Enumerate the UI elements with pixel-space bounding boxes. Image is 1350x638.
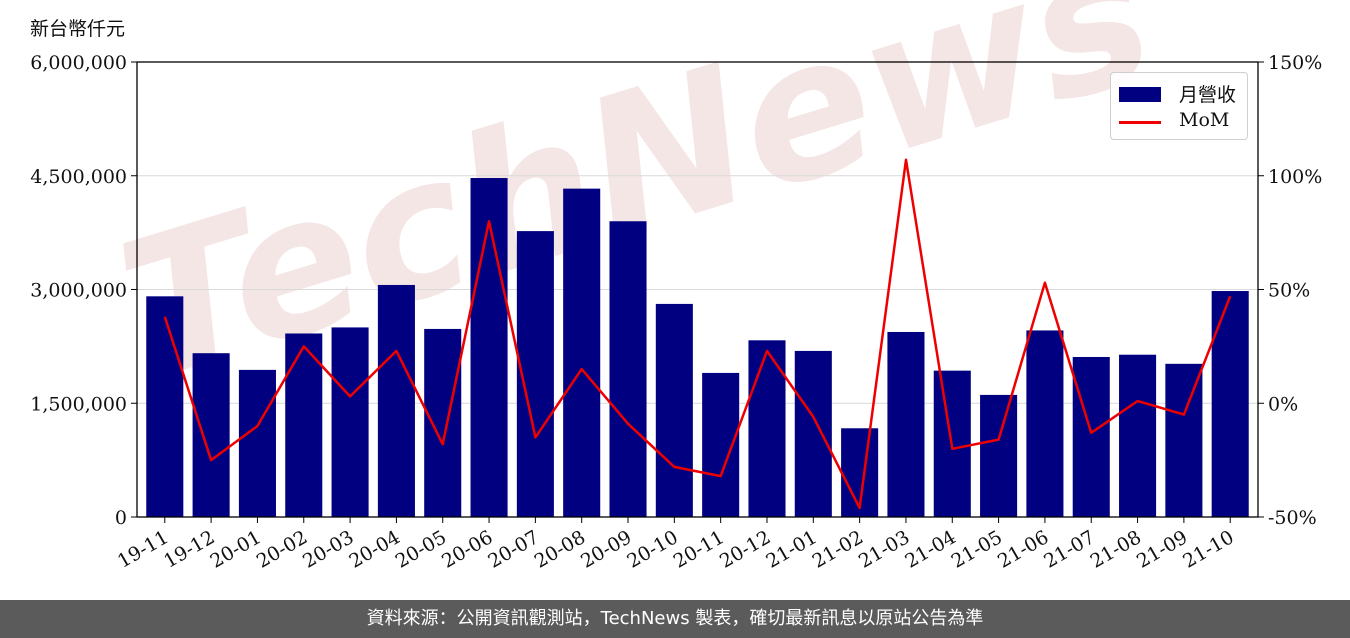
bar-21-01	[794, 350, 832, 517]
unit-label: 新台幣仟元	[30, 18, 126, 40]
bar-20-01	[238, 369, 276, 517]
x-tick-label-20-12: 20-12	[716, 526, 774, 572]
bar-20-10	[655, 303, 693, 517]
x-tick-label-19-11: 19-11	[114, 526, 172, 572]
left-tick-label: 1,500,000	[30, 393, 127, 415]
x-tick-label-21-09: 21-09	[1133, 526, 1191, 572]
chart-legend: 月營收 MoM	[1110, 72, 1248, 140]
mom-line	[163, 158, 1232, 510]
left-tick-label: 6,000,000	[30, 52, 127, 74]
bar-21-10	[1211, 291, 1249, 517]
x-tick-label-20-08: 20-08	[531, 526, 589, 572]
bar-21-09	[1165, 363, 1203, 517]
left-tick-label: 0	[115, 507, 127, 529]
x-tick-label-20-09: 20-09	[577, 526, 635, 572]
bar-20-03	[331, 327, 369, 517]
right-tick-label: -50%	[1268, 507, 1317, 529]
bar-21-03	[887, 331, 925, 517]
legend-swatch-bar	[1119, 87, 1161, 102]
x-tick-label-21-05: 21-05	[948, 526, 1006, 572]
bar-20-12	[748, 340, 786, 517]
legend-item-revenue: 月營收	[1119, 80, 1243, 106]
x-tick-label-21-03: 21-03	[855, 526, 913, 572]
x-tick-label-20-10: 20-10	[623, 526, 681, 572]
right-tick-label: 150%	[1268, 52, 1322, 74]
x-tick-label-20-01: 20-01	[206, 526, 264, 572]
x-tick-label-21-06: 21-06	[994, 526, 1052, 572]
x-tick-label-19-12: 19-12	[160, 526, 218, 572]
bar-20-09	[609, 221, 647, 517]
plot-frame	[136, 61, 1259, 518]
bar-19-12	[192, 353, 230, 517]
x-tick-label-21-07: 21-07	[1040, 526, 1098, 572]
bar-20-02	[285, 333, 323, 517]
x-tick-label-20-05: 20-05	[392, 526, 450, 572]
left-tick-label: 3,000,000	[30, 280, 127, 302]
x-tick-label-20-11: 20-11	[670, 526, 728, 572]
bar-20-08	[563, 188, 601, 517]
x-tick-label-20-04: 20-04	[345, 526, 403, 572]
bar-21-07	[1072, 356, 1110, 517]
x-tick-label-21-10: 21-10	[1179, 526, 1237, 572]
bar-20-04	[377, 284, 415, 517]
right-tick-label: 100%	[1268, 166, 1322, 188]
x-tick-label-20-02: 20-02	[253, 526, 311, 572]
x-tick-label-20-07: 20-07	[484, 526, 542, 572]
x-tick-label-20-06: 20-06	[438, 526, 496, 572]
bar-20-05	[424, 328, 462, 517]
bar-21-06	[1026, 330, 1064, 517]
legend-swatch-line	[1119, 121, 1161, 124]
x-tick-label-21-02: 21-02	[809, 526, 867, 572]
bar-19-11	[146, 296, 184, 517]
legend-label-mom: MoM	[1179, 109, 1230, 131]
source-footer: 資料來源：公開資訊觀測站，TechNews 製表，確切最新訊息以原站公告為準	[0, 600, 1350, 638]
bar-21-08	[1119, 354, 1157, 517]
right-tick-label: 50%	[1268, 280, 1310, 302]
bar-20-11	[702, 372, 740, 517]
x-tick-label-21-01: 21-01	[762, 526, 820, 572]
x-tick-label-20-03: 20-03	[299, 526, 357, 572]
x-tick-label-21-08: 21-08	[1087, 526, 1145, 572]
legend-item-mom: MoM	[1119, 109, 1243, 135]
legend-label-revenue: 月營收	[1179, 84, 1237, 106]
left-tick-label: 4,500,000	[30, 166, 127, 188]
bar-20-06	[470, 178, 508, 517]
x-tick-label-21-04: 21-04	[901, 526, 959, 572]
right-tick-label: 0%	[1268, 393, 1298, 415]
bar-21-05	[980, 394, 1018, 517]
